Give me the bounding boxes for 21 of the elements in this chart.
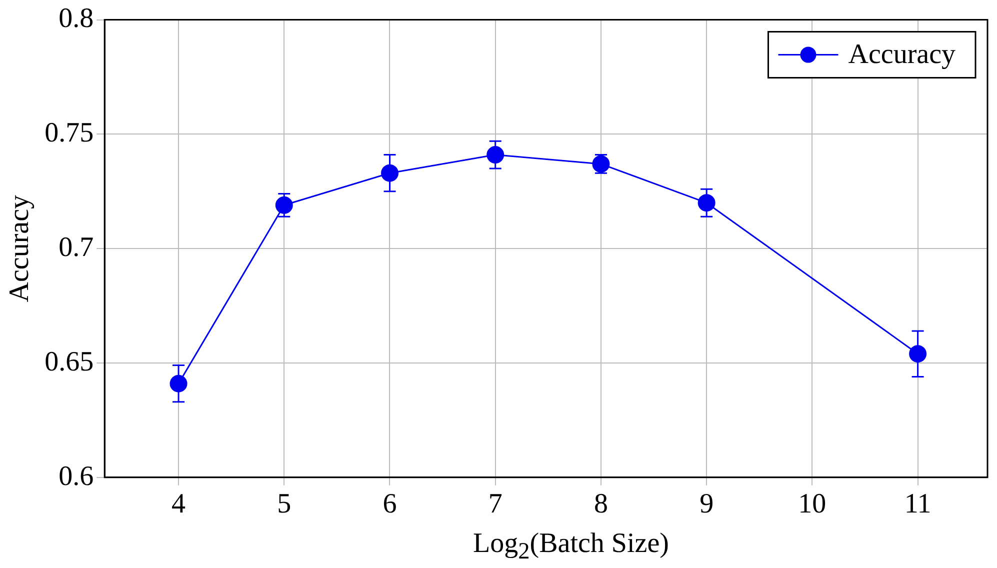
- y-tick-label: 0.8: [58, 3, 94, 34]
- x-tick-label: 11: [904, 488, 932, 520]
- point: [698, 194, 716, 212]
- x-tick-label: 8: [594, 488, 608, 520]
- point: [275, 196, 293, 214]
- x-tick-label: 10: [798, 488, 826, 520]
- legend-label: Accuracy: [848, 39, 956, 70]
- y-tick-label: 0.75: [44, 118, 94, 149]
- y-tick-label: 0.6: [58, 460, 94, 492]
- point: [380, 164, 398, 182]
- x-tick-label: 4: [172, 488, 186, 520]
- point: [909, 345, 927, 363]
- x-tick-label: 6: [382, 488, 397, 520]
- x-tick-label: 5: [277, 488, 292, 520]
- point: [486, 146, 504, 164]
- y-axis-title: Accuracy: [4, 194, 36, 302]
- y-tick-label: 0.7: [58, 232, 94, 263]
- y-tick-label: 0.65: [44, 346, 94, 378]
- x-axis-title: Log$_{2}$(Batch Size): [472, 528, 670, 566]
- x-tick-label: 9: [700, 488, 714, 520]
- x-tick-label: 7: [488, 488, 502, 520]
